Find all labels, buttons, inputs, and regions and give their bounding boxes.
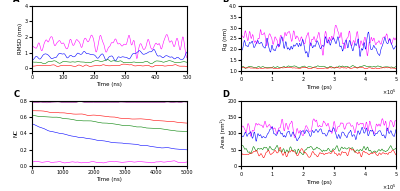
Y-axis label: Rg (nm): Rg (nm) (223, 27, 228, 50)
Text: C: C (14, 90, 20, 99)
Y-axis label: Area (nm²): Area (nm²) (220, 118, 226, 148)
X-axis label: Time (ps): Time (ps) (306, 85, 332, 90)
X-axis label: Time (ns): Time (ns) (96, 82, 122, 87)
Text: A: A (14, 0, 20, 4)
Y-axis label: NC: NC (14, 129, 19, 137)
Y-axis label: RMSD (nm): RMSD (nm) (18, 23, 23, 54)
X-axis label: Time (ps): Time (ps) (306, 180, 332, 185)
X-axis label: Time (ns): Time (ns) (96, 177, 122, 182)
Text: B: B (222, 0, 229, 4)
Text: D: D (222, 90, 230, 99)
